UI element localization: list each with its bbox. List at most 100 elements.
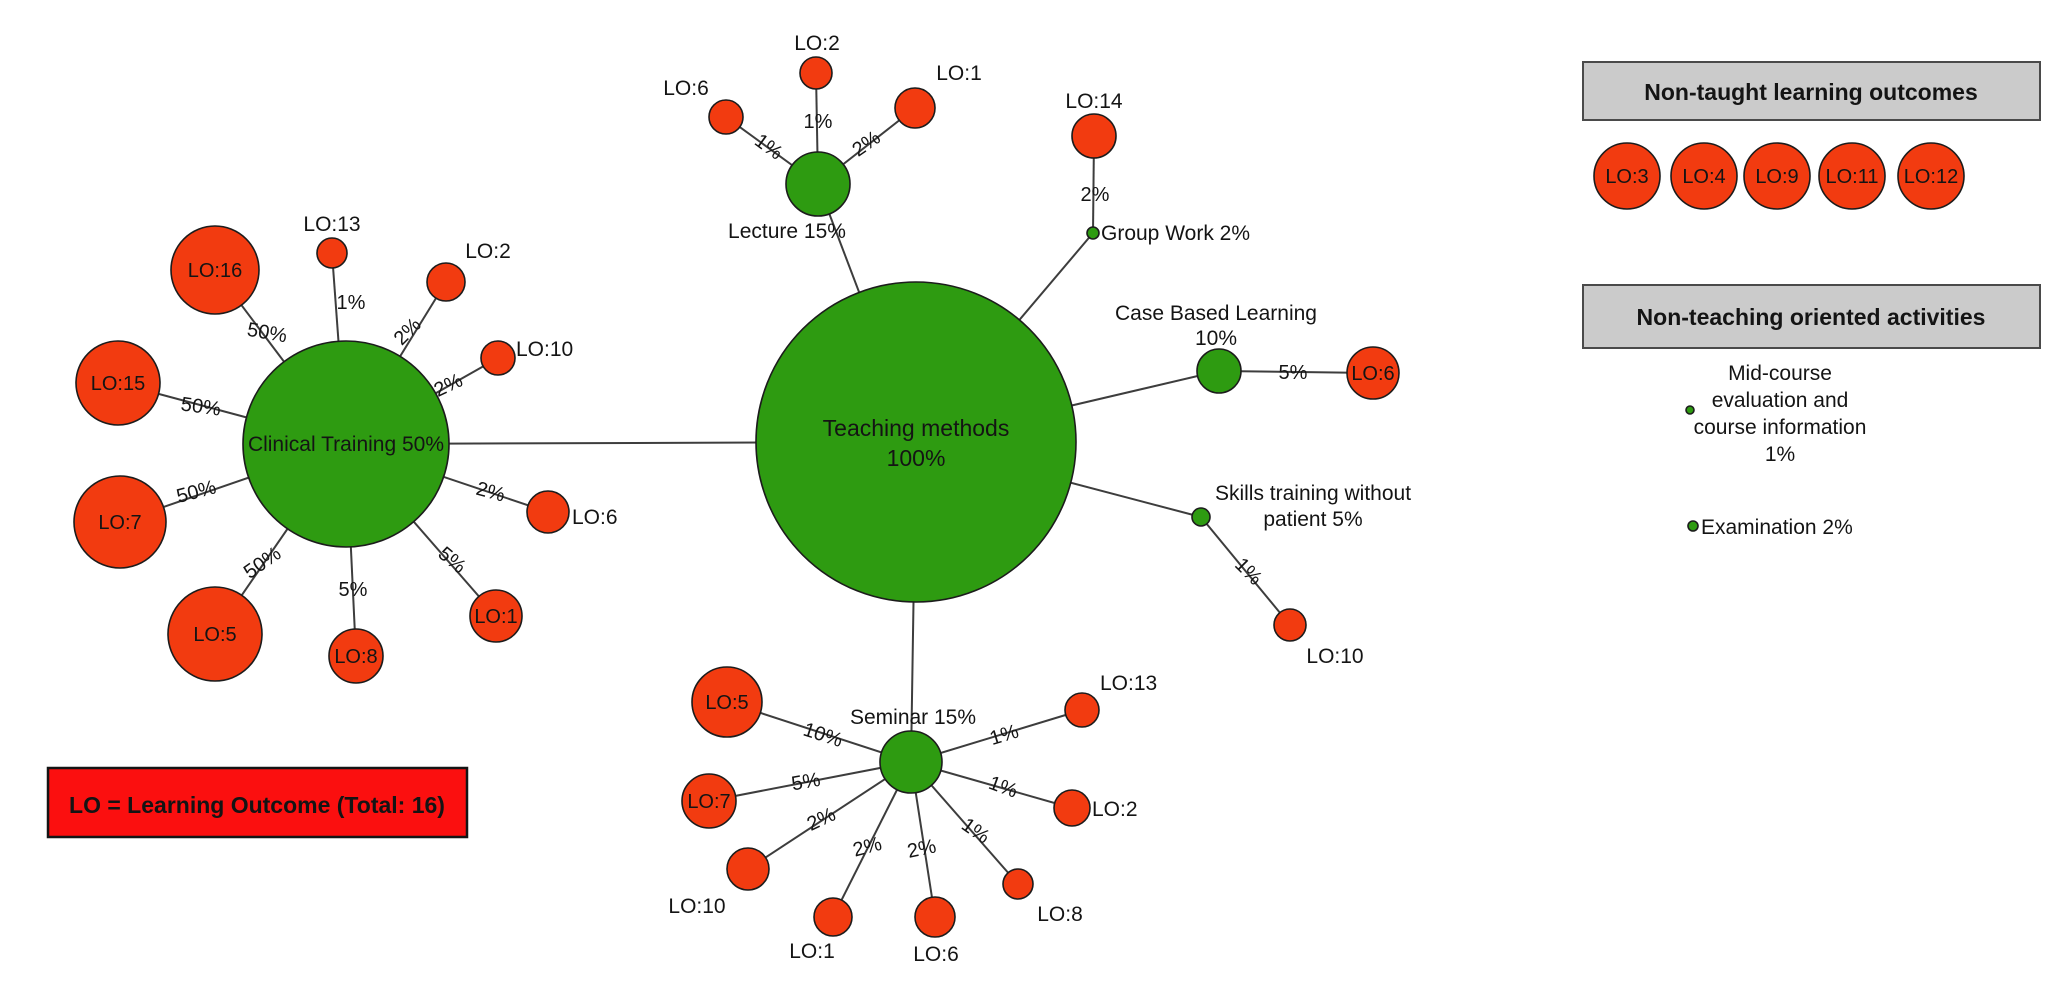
clinical-lo7-pct: 50% [174,476,219,508]
examination-label: Examination 2% [1701,516,1853,539]
edge-seminar-lo7 [708,761,912,802]
node-seminar [879,730,943,794]
non-taught-header-box [1582,61,2041,121]
non-teaching-title: Non-teaching oriented activities [1637,304,1986,330]
clinical-lo1-label: LO:1 [474,606,517,628]
seminar-lo13-pct: 1% [987,720,1021,750]
node-clinical-lo13 [316,237,348,269]
clinical-lo7-label: LO:7 [98,512,141,534]
seminar-lo5-pct: 10% [800,719,845,752]
non-teaching-header-box [1582,284,2041,349]
node-clinical-lo15 [75,340,161,426]
casebased-lo6-pct: 5% [1279,362,1308,384]
skills-label-line2: patient 5% [1263,508,1362,531]
clinical-training-label: Clinical Training 50% [248,433,444,456]
nontaught-lo4-label: LO:4 [1682,166,1725,188]
clinical-lo13-pct: 1% [337,292,366,314]
node-groupwork [1086,226,1100,240]
cluster-clinical: Clinical Training 50% LO:16 50% LO:13 1%… [73,213,618,684]
midcourse-line2: evaluation and [1712,389,1849,412]
casebased-label-line1: Case Based Learning [1115,302,1317,325]
clinical-lo8-pct: 5% [339,579,368,601]
cluster-lecture: Lecture 15% LO:6 1% LO:2 1% LO:1 2% [663,32,982,243]
clinical-lo2-pct: 2% [390,314,426,350]
midcourse-dot [1685,405,1695,415]
node-nontaught-lo12 [1897,142,1965,210]
cluster-seminar: Seminar 15% LO:5 10% LO:7 5% LO:10 2% LO… [668,666,1157,966]
skills-lo10-label: LO:10 [1306,645,1363,668]
node-skills [1191,507,1211,527]
cluster-center: Teaching methods 100% [755,281,1077,603]
clinical-lo13-label: LO:13 [303,213,360,236]
seminar-lo10-label: LO:10 [668,895,725,918]
node-clinical-lo10 [480,340,516,376]
node-skills-lo10 [1273,608,1307,642]
node-seminar-lo8 [1002,868,1034,900]
teaching-methods-label-line2: 100% [887,445,946,471]
node-nontaught-lo9 [1743,142,1811,210]
node-clinical-lo1 [469,589,523,643]
clinical-lo1-pct: 5% [434,543,470,579]
clinical-lo16-label: LO:16 [188,260,242,282]
groupwork-lo14-label: LO:14 [1065,90,1123,113]
casebased-label-line2: 10% [1195,327,1237,350]
panel-non-taught: Non-taught learning outcomes LO:3 LO:4 L… [1582,61,2041,210]
clinical-lo8-label: LO:8 [334,646,377,668]
clinical-lo16-pct: 50% [245,319,288,348]
seminar-lo1-pct: 2% [851,833,885,862]
seminar-lo6-pct: 2% [905,835,938,863]
teaching-methods-label-line1: Teaching methods [823,415,1010,441]
seminar-lo1-label: LO:1 [789,940,835,963]
node-clinical-lo2 [426,262,466,302]
examination-dot [1687,520,1699,532]
groupwork-lo14-pct: 2% [1081,184,1110,206]
legend-box [46,766,469,839]
groupwork-label: Group Work 2% [1101,222,1250,245]
cluster-skills: Skills training without patient 5% 1% LO… [1191,482,1411,668]
panel-non-teaching: Non-teaching oriented activities Mid-cou… [1582,284,2041,539]
node-nontaught-lo4 [1670,142,1738,210]
lecture-label: Lecture 15% [728,220,846,243]
node-seminar-lo7 [681,773,737,829]
node-clinical-lo8 [328,628,384,684]
seminar-lo13-label: LO:13 [1100,672,1157,695]
seminar-lo2-label: LO:2 [1092,798,1138,821]
lecture-lo2-pct: 1% [804,111,833,133]
seminar-lo8-label: LO:8 [1037,903,1083,926]
node-groupwork-lo14 [1071,113,1117,159]
cluster-groupwork: Group Work 2% LO:14 2% [1065,90,1250,245]
seminar-label: Seminar 15% [850,706,976,729]
node-seminar-lo1 [813,897,853,937]
seminar-lo10-pct: 2% [804,803,840,835]
node-casebased-lo6 [1346,346,1400,400]
seminar-lo7-label: LO:7 [687,791,730,813]
nontaught-lo11-label: LO:11 [1826,166,1879,188]
node-casebased [1196,348,1242,394]
node-clinical-lo5 [167,586,263,682]
edge-seminar-lo10 [747,761,912,870]
legend-label: LO = Learning Outcome (Total: 16) [69,792,445,818]
node-lecture [785,151,851,217]
node-nontaught-lo3 [1593,142,1661,210]
midcourse-line1: Mid-course [1728,362,1832,385]
edge-skills-lo10 [1200,516,1291,626]
node-seminar-lo13 [1064,692,1100,728]
clinical-lo15-label: LO:15 [91,373,145,395]
node-lecture-lo1 [894,87,936,129]
seminar-lo6-label: LO:6 [913,943,959,966]
lecture-lo1-label: LO:1 [936,62,982,85]
midcourse-line4: 1% [1765,443,1795,466]
clinical-lo6-label: LO:6 [572,506,618,529]
non-taught-title: Non-taught learning outcomes [1644,79,1978,105]
node-seminar-lo5 [691,666,763,738]
node-seminar-lo2 [1053,789,1091,827]
node-teaching-methods [755,281,1077,603]
lecture-lo6-label: LO:6 [663,77,709,100]
lecture-lo6-pct: 1% [750,130,786,165]
nontaught-lo12-label: LO:12 [1904,166,1958,188]
node-seminar-lo6 [914,896,956,938]
seminar-lo5-label: LO:5 [705,692,748,714]
node-clinical-lo16 [170,225,260,315]
cluster-casebased: Case Based Learning 10% 5% LO:6 [1115,302,1400,400]
